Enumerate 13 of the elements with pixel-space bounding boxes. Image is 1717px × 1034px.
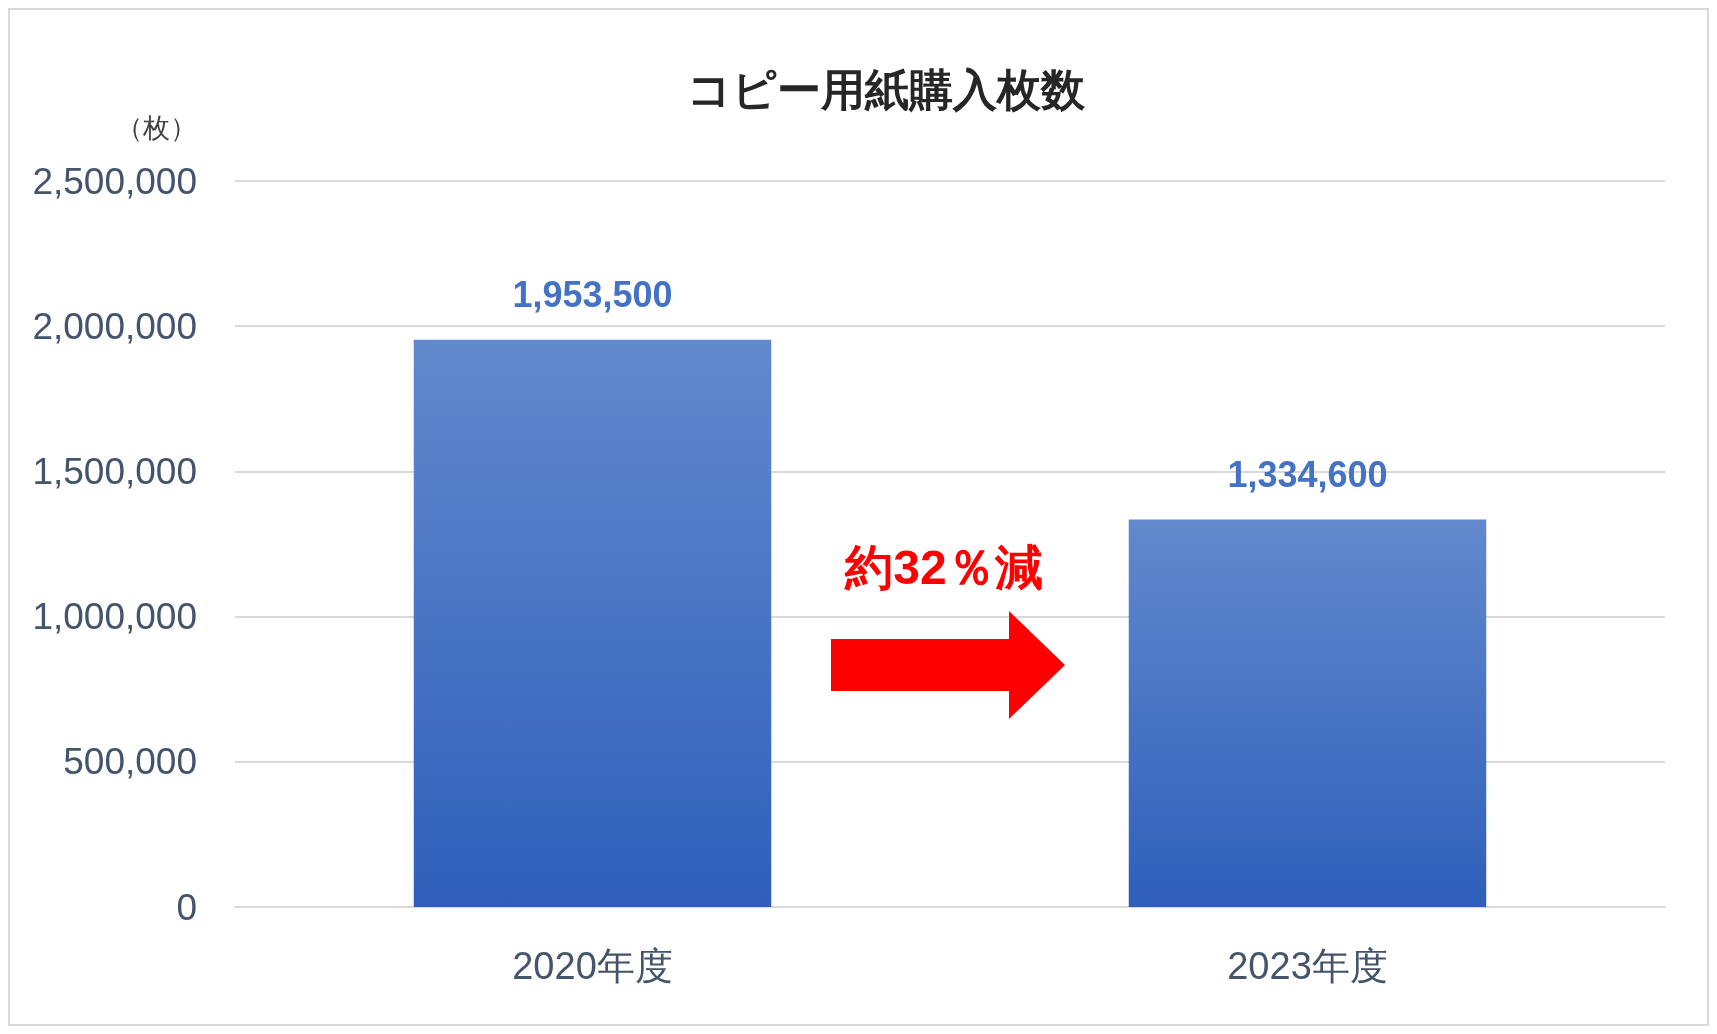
y-tick-label: 1,500,000: [32, 450, 197, 492]
y-tick-label: 1,000,000: [32, 596, 197, 638]
data-label: 1,953,500: [512, 274, 673, 316]
chart-title: コピー用紙購入枚数: [687, 64, 1086, 114]
y-tick-label: 2,000,000: [32, 305, 197, 347]
y-tick-label: 2,500,000: [32, 160, 197, 202]
y-tick-label: 500,000: [63, 741, 197, 783]
y-axis-title: （枚）: [116, 112, 197, 143]
x-tick-label: 2020年度: [512, 945, 673, 987]
data-label: 1,334,600: [1227, 453, 1388, 495]
y-tick-label: 0: [176, 886, 197, 928]
x-tick-label: 2023年度: [1227, 945, 1388, 987]
annotation: 約32％減: [844, 540, 1043, 594]
